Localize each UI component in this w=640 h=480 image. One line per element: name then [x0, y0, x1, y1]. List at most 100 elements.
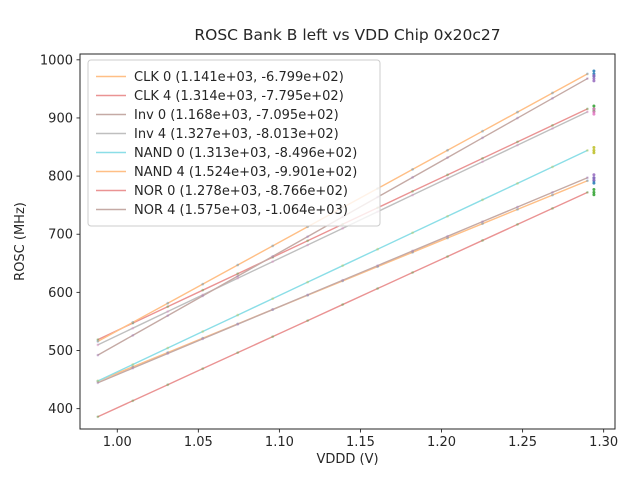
data-point	[411, 193, 414, 197]
data-point	[551, 190, 554, 194]
data-point	[166, 301, 170, 305]
data-point	[446, 214, 449, 218]
chart-title: ROSC Bank B left vs VDD Chip 0x20c27	[194, 26, 500, 44]
data-point	[411, 189, 414, 193]
data-point	[96, 379, 100, 383]
data-point	[516, 143, 519, 147]
y-tick-label: 400	[48, 402, 73, 417]
data-point-cluster	[592, 178, 596, 182]
data-point	[551, 96, 554, 100]
data-point-cluster	[592, 104, 596, 108]
data-point	[411, 168, 414, 171]
data-point	[341, 278, 345, 282]
data-point	[481, 160, 484, 164]
data-point	[96, 340, 100, 343]
data-point	[306, 243, 310, 247]
data-point	[166, 346, 170, 350]
data-point	[236, 272, 240, 276]
legend-label-nand-4: NAND 4 (1.524e+03, -9.901e+02)	[134, 165, 357, 180]
data-point	[131, 363, 135, 366]
data-point	[341, 264, 345, 268]
data-point-cluster	[592, 74, 596, 78]
data-point	[446, 173, 449, 177]
data-point-cluster	[592, 146, 596, 150]
data-point	[271, 260, 275, 264]
data-point	[166, 310, 170, 313]
data-point	[271, 335, 275, 339]
data-point-cluster	[592, 176, 596, 180]
data-point	[236, 322, 240, 326]
data-point-cluster	[592, 107, 596, 111]
fit-line-nor-0	[97, 191, 589, 418]
data-point	[131, 333, 135, 337]
data-point	[586, 77, 589, 80]
data-point	[166, 305, 170, 309]
data-point	[201, 288, 205, 292]
data-point	[236, 351, 240, 355]
data-point	[411, 175, 414, 179]
data-point	[551, 206, 554, 210]
axes-spines	[79, 53, 616, 430]
data-point	[411, 231, 414, 235]
data-point-cluster	[592, 181, 596, 185]
data-point	[306, 235, 310, 238]
data-point-cluster	[592, 110, 596, 114]
data-point	[376, 264, 380, 267]
data-point	[411, 271, 414, 274]
data-point	[376, 287, 380, 290]
legend-label-clk-0: CLK 0 (1.141e+03, -6.799e+02)	[134, 70, 344, 85]
data-point	[481, 129, 484, 133]
y-tick-label: 600	[48, 286, 73, 301]
data-point	[96, 381, 100, 385]
data-point	[271, 308, 275, 311]
data-point	[306, 280, 310, 284]
data-point	[201, 330, 205, 333]
data-point	[516, 110, 519, 114]
data-point	[306, 319, 310, 322]
data-point	[586, 72, 589, 76]
data-point	[166, 352, 170, 355]
data-point	[131, 399, 135, 403]
fit-line-inv-4	[97, 111, 589, 346]
data-point	[411, 249, 414, 253]
data-point	[586, 110, 589, 114]
data-point	[236, 276, 240, 280]
data-point	[516, 116, 519, 120]
y-tick-label: 1000	[40, 53, 73, 68]
data-point	[271, 254, 275, 258]
data-point-cluster	[592, 112, 596, 116]
data-point	[516, 207, 519, 211]
data-point	[516, 223, 519, 226]
legend-label-nand-0: NAND 0 (1.313e+03, -8.496e+02)	[134, 146, 357, 161]
data-point-cluster	[592, 79, 596, 83]
data-point	[446, 156, 449, 159]
data-point	[481, 239, 484, 242]
data-point	[551, 91, 554, 95]
y-tick-label: 900	[48, 111, 73, 126]
data-point	[481, 156, 484, 160]
data-point	[341, 226, 345, 230]
data-point	[446, 177, 449, 180]
legend-box	[87, 59, 381, 227]
data-point	[306, 293, 310, 297]
legend-label-inv-4: Inv 4 (1.327e+03, -8.013e+02)	[134, 127, 339, 142]
data-point	[551, 165, 554, 169]
fit-line-nand-0	[97, 149, 589, 382]
data-point	[446, 148, 449, 152]
data-point	[551, 123, 554, 127]
data-point	[166, 314, 170, 317]
data-point	[201, 294, 205, 298]
data-point	[586, 190, 589, 194]
x-tick-label: 1.30	[589, 435, 618, 450]
data-point	[481, 222, 484, 226]
data-point	[446, 255, 449, 258]
data-point	[166, 383, 170, 387]
data-point-cluster	[592, 148, 596, 152]
data-point-cluster	[592, 77, 596, 81]
data-point	[271, 244, 275, 248]
data-point	[481, 220, 484, 224]
legend-label-nor-4: NOR 4 (1.575e+03, -1.064e+03)	[134, 203, 348, 218]
data-point	[201, 367, 205, 371]
data-point	[131, 320, 135, 324]
